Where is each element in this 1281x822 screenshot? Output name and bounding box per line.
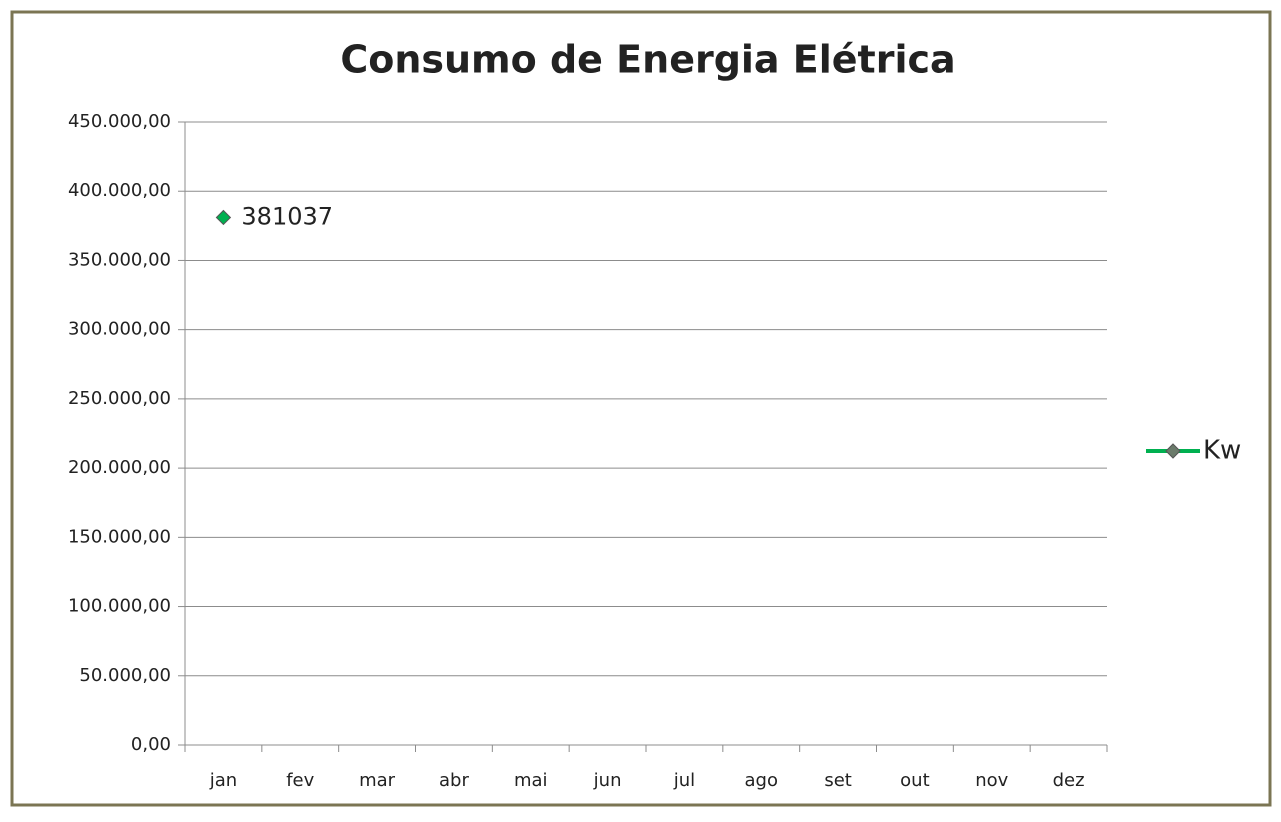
x-tick-label: jan (209, 770, 237, 791)
y-tick-label: 250.000,00 (68, 388, 171, 409)
x-tick-label: nov (975, 770, 1008, 791)
y-tick-label: 200.000,00 (68, 457, 171, 478)
x-tick-label: set (824, 770, 852, 791)
chart-frame (10, 10, 1272, 807)
chart-title: Consumo de Energia Elétrica (340, 38, 955, 82)
y-tick-label: 0,00 (131, 734, 171, 755)
x-tick-label: fev (286, 770, 314, 791)
y-tick-label: 400.000,00 (68, 180, 171, 201)
y-tick-label: 450.000,00 (68, 111, 171, 132)
x-tick-label: out (900, 770, 929, 791)
x-tick-label: dez (1053, 770, 1085, 791)
y-tick-label: 50.000,00 (79, 665, 171, 686)
x-tick-label: mar (359, 770, 396, 791)
x-tick-label: jun (593, 770, 622, 791)
data-label: 381037 (241, 202, 333, 230)
y-tick-label: 350.000,00 (68, 249, 171, 270)
y-tick-label: 300.000,00 (68, 319, 171, 340)
y-tick-label: 100.000,00 (68, 596, 171, 617)
y-tick-label: 150.000,00 (68, 526, 171, 547)
x-tick-label: ago (745, 770, 778, 791)
x-tick-label: abr (439, 770, 469, 791)
marker (215, 209, 232, 226)
x-tick-label: mai (514, 770, 548, 791)
legend-marker (1165, 443, 1181, 459)
legend-label: Kw (1203, 436, 1241, 466)
x-tick-label: jul (673, 770, 695, 791)
